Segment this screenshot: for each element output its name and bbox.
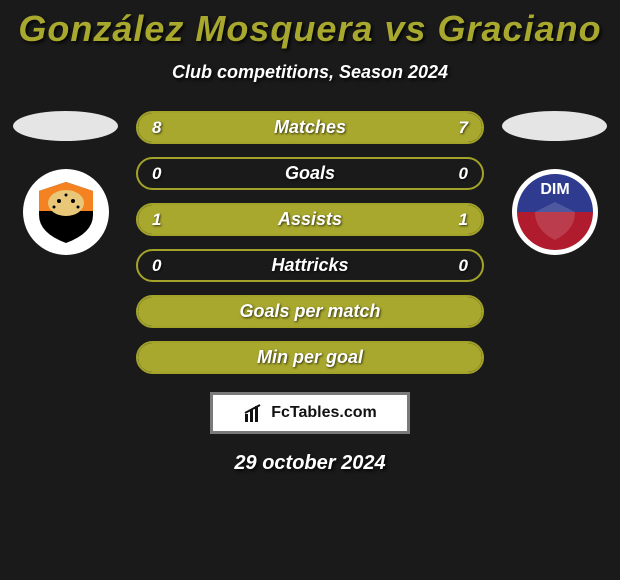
right-team-badge: DIM bbox=[512, 169, 598, 255]
left-form-ellipse bbox=[13, 111, 118, 141]
stat-label: Assists bbox=[138, 209, 482, 230]
svg-text:DIM: DIM bbox=[540, 181, 569, 198]
stat-label: Hattricks bbox=[138, 255, 482, 276]
left-player-col bbox=[13, 111, 118, 255]
stat-row: 8Matches7 bbox=[136, 111, 484, 144]
right-form-ellipse bbox=[502, 111, 607, 141]
dim-logo-icon: DIM bbox=[515, 172, 595, 252]
subtitle: Club competitions, Season 2024 bbox=[172, 62, 448, 83]
date-label: 29 october 2024 bbox=[234, 452, 385, 475]
page-title: González Mosquera vs Graciano bbox=[18, 8, 601, 50]
stat-value-right: 0 bbox=[445, 256, 482, 276]
stat-row: 1Assists1 bbox=[136, 203, 484, 236]
stat-row: Min per goal bbox=[136, 341, 484, 374]
source-box: FcTables.com bbox=[210, 392, 410, 434]
stat-row: 0Hattricks0 bbox=[136, 249, 484, 282]
stat-value-right: 7 bbox=[445, 118, 482, 138]
fctables-logo-icon bbox=[243, 402, 265, 424]
stat-value-right: 1 bbox=[445, 210, 482, 230]
stats-column: 8Matches70Goals01Assists10Hattricks0Goal… bbox=[136, 111, 484, 374]
stat-label: Matches bbox=[138, 117, 482, 138]
jaguares-logo-icon bbox=[31, 177, 101, 247]
stat-row: Goals per match bbox=[136, 295, 484, 328]
stat-label: Min per goal bbox=[138, 347, 482, 368]
stat-value-right: 0 bbox=[445, 164, 482, 184]
left-team-badge bbox=[23, 169, 109, 255]
stat-label: Goals bbox=[138, 163, 482, 184]
main-row: 8Matches70Goals01Assists10Hattricks0Goal… bbox=[0, 111, 620, 374]
stat-label: Goals per match bbox=[138, 301, 482, 322]
stat-row: 0Goals0 bbox=[136, 157, 484, 190]
source-label: FcTables.com bbox=[271, 404, 377, 422]
right-player-col: DIM bbox=[502, 111, 607, 255]
comparison-card: González Mosquera vs Graciano Club compe… bbox=[0, 0, 620, 475]
